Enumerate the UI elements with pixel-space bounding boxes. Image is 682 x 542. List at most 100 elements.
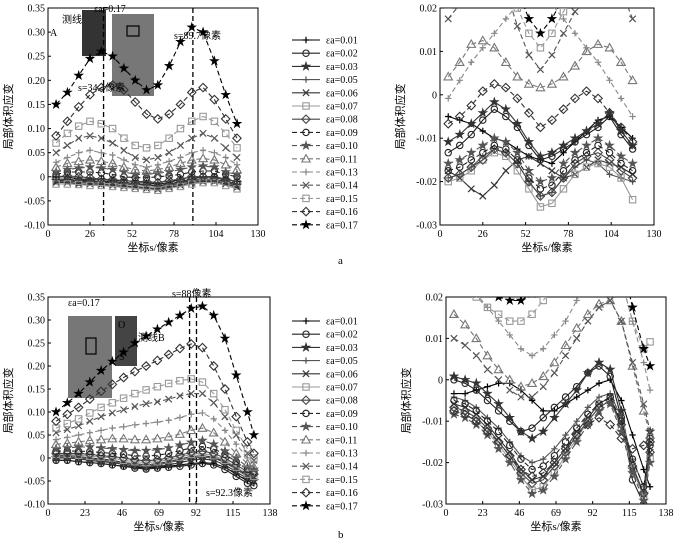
data-point bbox=[174, 309, 186, 320]
data-point bbox=[461, 341, 469, 349]
data-point bbox=[526, 487, 538, 499]
y-tick-label: -0.10 bbox=[24, 500, 45, 511]
data-point bbox=[513, 22, 521, 30]
data-point bbox=[558, 71, 569, 81]
data-point bbox=[164, 175, 175, 186]
data-point bbox=[63, 419, 72, 428]
x-tick-label: 23 bbox=[478, 508, 488, 519]
data-point bbox=[221, 405, 229, 414]
data-point bbox=[582, 163, 591, 171]
legend-label: εa=0.11 bbox=[326, 154, 357, 165]
data-point bbox=[443, 71, 454, 81]
data-point bbox=[560, 453, 571, 464]
data-point bbox=[536, 185, 545, 193]
data-point bbox=[584, 317, 592, 325]
data-point bbox=[450, 258, 459, 266]
data-point bbox=[571, 156, 579, 164]
data-point bbox=[525, 29, 533, 38]
data-point bbox=[129, 366, 140, 377]
data-point bbox=[231, 164, 243, 174]
data-point bbox=[489, 78, 500, 89]
y-tick-label: 0.30 bbox=[28, 28, 46, 39]
data-point bbox=[560, 443, 571, 454]
data-point bbox=[233, 144, 241, 152]
data-point bbox=[84, 376, 96, 387]
data-point bbox=[493, 443, 504, 454]
data-point bbox=[581, 139, 592, 150]
data-point bbox=[479, 44, 486, 51]
data-point bbox=[97, 134, 105, 142]
data-point bbox=[526, 432, 538, 443]
legend-marker bbox=[300, 420, 312, 432]
x-tick-label: 26 bbox=[478, 229, 488, 240]
y-tick-label: 0.20 bbox=[28, 76, 46, 87]
data-point bbox=[198, 389, 207, 398]
data-point bbox=[152, 164, 163, 174]
data-point bbox=[639, 482, 648, 491]
legend-label: εa=0.10 bbox=[326, 422, 358, 433]
data-point bbox=[627, 360, 638, 370]
series-line bbox=[56, 452, 255, 477]
data-point bbox=[471, 416, 482, 427]
x-tick-label: 0 bbox=[444, 508, 449, 519]
data-point bbox=[573, 418, 580, 425]
plot-frame bbox=[47, 7, 259, 226]
data-point bbox=[500, 103, 512, 114]
data-point bbox=[444, 167, 452, 175]
data-point bbox=[504, 297, 516, 306]
x-axis-label: 坐标s/像素 bbox=[521, 240, 572, 254]
data-point bbox=[141, 165, 152, 175]
data-point bbox=[141, 109, 152, 120]
data-point bbox=[209, 55, 220, 66]
data-point bbox=[250, 454, 258, 462]
data-point bbox=[527, 478, 538, 489]
data-point bbox=[175, 36, 186, 47]
data-point bbox=[163, 431, 174, 441]
data-point bbox=[615, 56, 627, 66]
series-line bbox=[55, 343, 255, 454]
data-point bbox=[248, 429, 260, 440]
plot-area bbox=[442, 8, 638, 211]
data-point bbox=[152, 355, 163, 366]
data-point bbox=[120, 156, 128, 164]
y-tick-label: -0.10 bbox=[24, 221, 45, 232]
data-point bbox=[617, 159, 625, 168]
data-point bbox=[483, 303, 492, 312]
data-point bbox=[573, 393, 580, 401]
series-line bbox=[475, 297, 651, 350]
series-11 bbox=[52, 389, 258, 464]
x-tick-label: 92 bbox=[588, 508, 598, 519]
data-point bbox=[535, 175, 546, 187]
data-point bbox=[84, 161, 96, 172]
data-point bbox=[512, 118, 523, 129]
y-tick-label: -0.05 bbox=[24, 477, 45, 488]
data-point bbox=[582, 308, 594, 319]
plot-area bbox=[50, 8, 243, 225]
data-point bbox=[451, 277, 457, 283]
data-point bbox=[638, 343, 650, 354]
data-point bbox=[208, 427, 219, 437]
x-tick-label: 69 bbox=[154, 508, 164, 519]
y-tick-label: 0.01 bbox=[426, 334, 444, 345]
data-point bbox=[506, 441, 514, 450]
data-point bbox=[154, 418, 161, 426]
data-point bbox=[616, 425, 627, 437]
data-point bbox=[558, 104, 569, 115]
data-point bbox=[584, 386, 592, 394]
data-point bbox=[628, 455, 637, 463]
legend-marker bbox=[302, 330, 310, 338]
data-point bbox=[95, 364, 107, 376]
data-point bbox=[646, 338, 654, 346]
data-point bbox=[477, 107, 489, 118]
data-point bbox=[250, 456, 258, 464]
data-point bbox=[107, 355, 118, 366]
data-point bbox=[120, 146, 128, 154]
data-point bbox=[164, 109, 175, 120]
x-tick-label: 138 bbox=[659, 508, 674, 519]
data-point bbox=[466, 100, 477, 111]
data-point bbox=[244, 454, 251, 462]
legend-marker bbox=[301, 487, 311, 498]
x-axis-label: 坐标s/像素 bbox=[530, 519, 581, 533]
data-point bbox=[86, 147, 94, 154]
data-point bbox=[482, 429, 493, 440]
